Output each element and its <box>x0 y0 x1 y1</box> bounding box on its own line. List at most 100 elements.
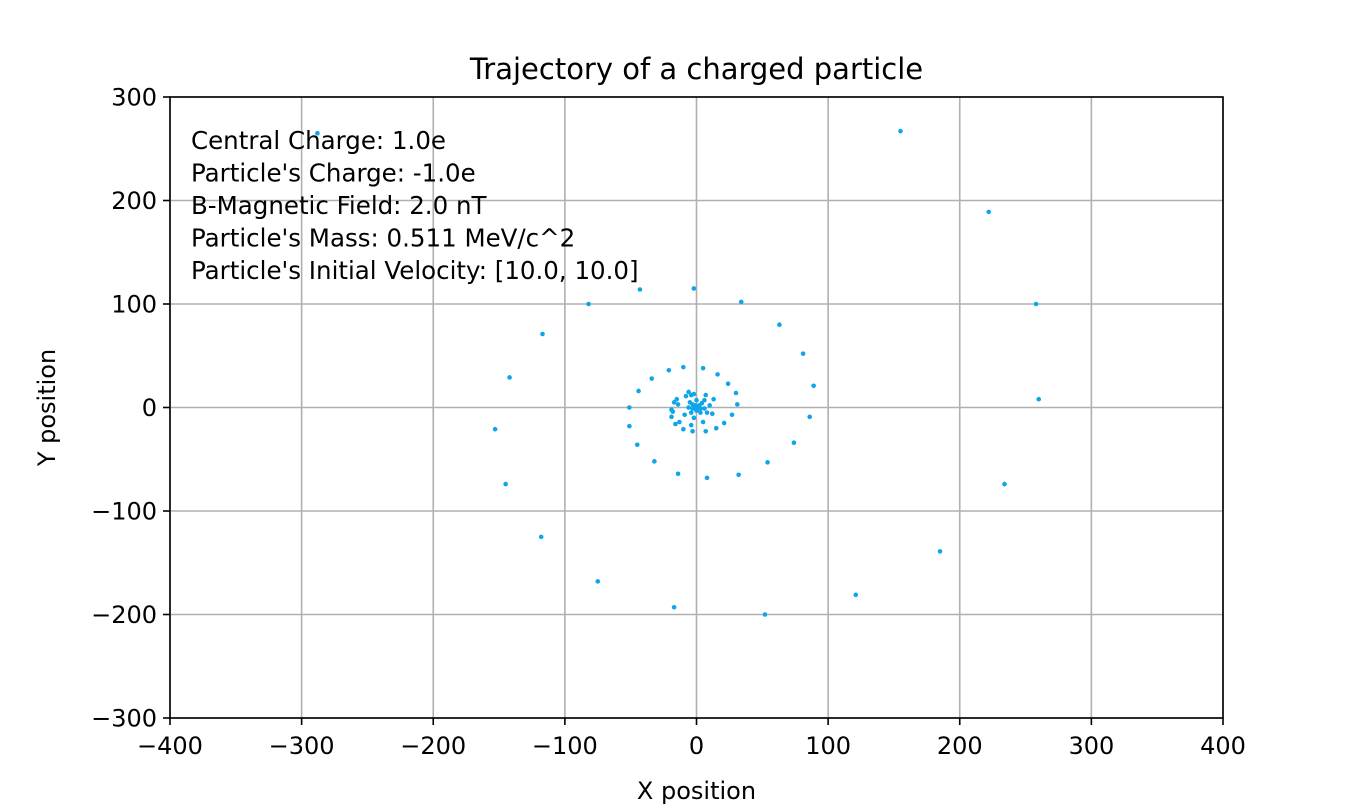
x-axis-label: X position <box>637 777 756 805</box>
trajectory-point <box>690 406 695 411</box>
x-tick-label: −200 <box>400 732 466 760</box>
x-tick-label: 200 <box>937 732 983 760</box>
annotation-particle-charge: Particle's Charge: -1.0e <box>191 159 476 188</box>
trajectory-point <box>503 481 508 487</box>
y-tick-label: 300 <box>111 84 157 112</box>
trajectory-point <box>688 392 694 398</box>
trajectory-point <box>507 375 512 380</box>
trajectory-point <box>634 442 640 448</box>
trajectory-point <box>709 411 715 417</box>
trajectory-point <box>674 396 680 402</box>
y-tick-label: 100 <box>111 291 157 319</box>
annotation-magnetic-field: B-Magnetic Field: 2.0 nT <box>191 191 487 220</box>
annotation-particle-mass: Particle's Mass: 0.511 MeV/c^2 <box>191 224 575 253</box>
trajectory-point <box>671 400 677 405</box>
trajectory-point <box>315 130 320 136</box>
trajectory-point <box>707 403 712 408</box>
annotation-initial-velocity: Particle's Initial Velocity: [10.0, 10.0… <box>191 256 639 285</box>
trajectory-point <box>675 402 681 407</box>
trajectory-point <box>586 301 591 307</box>
trajectory-point <box>666 367 672 373</box>
trajectory-point <box>703 392 709 398</box>
trajectory-point <box>691 286 697 291</box>
trajectory-point <box>713 425 719 431</box>
trajectory-point <box>736 472 741 478</box>
trajectory-point <box>725 381 731 386</box>
trajectory-point <box>681 364 686 370</box>
trajectory-point <box>669 414 674 420</box>
trajectory-point <box>853 592 859 598</box>
trajectory-point <box>675 471 681 477</box>
x-tick-label: 400 <box>1200 732 1246 760</box>
scatter-points <box>315 128 1042 617</box>
trajectory-point <box>688 410 694 415</box>
trajectory-point <box>636 388 641 394</box>
trajectory-point <box>682 412 687 418</box>
trajectory-point <box>687 400 693 405</box>
trajectory-point <box>691 415 697 421</box>
trajectory-point <box>777 322 782 328</box>
trajectory-point <box>1036 396 1042 402</box>
trajectory-point <box>677 419 682 425</box>
trajectory-point <box>1033 301 1039 307</box>
trajectory-point <box>649 376 655 381</box>
trajectory-point <box>738 299 744 305</box>
trajectory-point <box>700 365 706 371</box>
trajectory-point <box>791 440 797 445</box>
trajectory-point <box>538 534 544 540</box>
x-tick-label: −100 <box>532 732 598 760</box>
trajectory-point <box>765 460 770 465</box>
x-tick-label: 0 <box>689 732 704 760</box>
x-tick-label: 300 <box>1068 732 1114 760</box>
trajectory-point <box>686 389 691 395</box>
parameter-annotation: Central Charge: 1.0e Particle's Charge: … <box>191 126 639 285</box>
trajectory-point <box>492 426 498 432</box>
trajectory-point <box>690 429 695 434</box>
trajectory-point <box>702 397 707 403</box>
y-tick-label: 200 <box>111 187 157 215</box>
trajectory-point <box>762 612 768 617</box>
trajectory-point <box>986 209 992 215</box>
trajectory-point <box>711 396 716 402</box>
y-tick-label: 0 <box>142 394 157 422</box>
trajectory-point <box>800 351 806 356</box>
trajectory-point <box>540 331 545 337</box>
trajectory-point <box>703 429 709 434</box>
trajectory-point <box>699 401 705 406</box>
y-tick-label: −300 <box>91 705 157 733</box>
trajectory-point <box>704 410 710 415</box>
trajectory-point <box>735 402 740 407</box>
plot-frame <box>169 96 1224 719</box>
trajectory-point <box>686 405 691 410</box>
trajectory-point <box>715 372 720 377</box>
trajectory-point <box>595 579 601 584</box>
trajectory-point <box>694 408 699 413</box>
y-tick-label: −100 <box>91 498 157 526</box>
trajectory-point <box>683 393 689 399</box>
x-tick-label: −400 <box>137 732 203 760</box>
trajectory-point <box>637 287 643 292</box>
axis-ticks: −400 −300 −200 −100 0 100 200 300 400−300−200−10… <box>91 84 1246 761</box>
trajectory-point <box>698 406 703 411</box>
trajectory-point <box>811 383 816 389</box>
trajectory-point <box>937 549 943 554</box>
y-tick-label: −200 <box>91 601 157 629</box>
chart-title: Trajectory of a charged particle <box>469 52 923 86</box>
trajectory-point <box>652 459 657 464</box>
trajectory-point <box>694 397 699 403</box>
x-tick-label: 100 <box>805 732 851 760</box>
trajectory-point <box>704 475 710 481</box>
trajectory-point <box>669 407 674 412</box>
trajectory-point <box>681 426 686 432</box>
trajectory-point <box>671 604 677 610</box>
trajectory-point <box>702 406 707 411</box>
trajectory-point <box>733 390 739 396</box>
y-axis-label: Y position <box>33 349 61 467</box>
annotation-central-charge: Central Charge: 1.0e <box>191 126 446 155</box>
x-tick-label: −300 <box>269 732 335 760</box>
trajectory-point <box>627 405 632 410</box>
trajectory-point <box>898 128 903 134</box>
trajectory-point <box>1002 481 1007 487</box>
